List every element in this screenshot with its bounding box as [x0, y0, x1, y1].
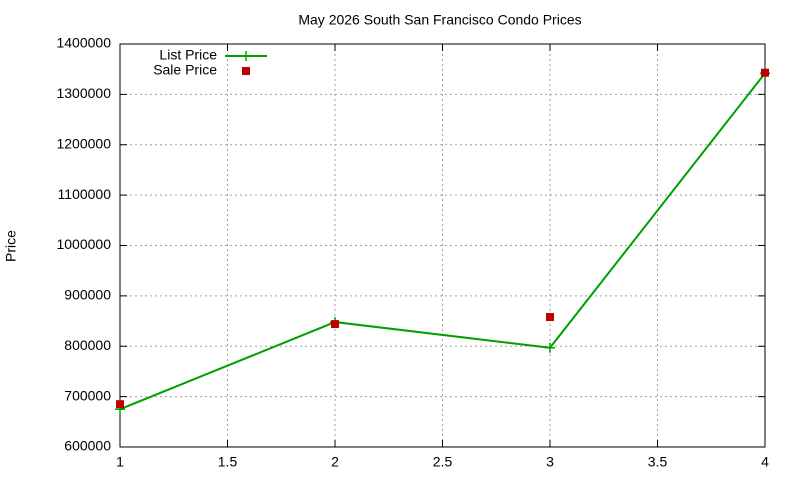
y-tick-label: 600000 [64, 438, 111, 454]
x-tick-label: 2 [331, 454, 339, 470]
y-tick-label: 1100000 [58, 186, 112, 202]
plot-frame [119, 43, 766, 448]
data-point [116, 400, 124, 409]
x-tick-label: 4 [761, 454, 769, 470]
legend-label: List Price [159, 47, 217, 63]
data-point [331, 320, 339, 329]
y-tick-label: 1400000 [56, 35, 111, 51]
x-tick-label: 1.5 [218, 454, 238, 470]
legend-marker [242, 67, 250, 75]
data-point [761, 68, 769, 77]
y-tick-label: 1200000 [56, 135, 111, 151]
chart-title: May 2026 South San Francisco Condo Price… [298, 12, 581, 28]
y-tick-label: 800000 [64, 337, 111, 353]
data-point [546, 313, 554, 322]
y-axis-label: Price [3, 230, 19, 262]
y-tick-label: 1300000 [56, 85, 111, 101]
y-tick-label: 1000000 [56, 236, 111, 252]
y-tick-label: 900000 [64, 287, 111, 303]
x-tick-label: 1 [116, 454, 124, 470]
x-tick-label: 3 [546, 454, 554, 470]
x-tick-label: 2.5 [433, 454, 453, 470]
x-tick-label: 3.5 [648, 454, 668, 470]
y-tick-label: 700000 [64, 387, 111, 403]
legend-marker [241, 51, 251, 61]
legend-label: Sale Price [153, 62, 217, 78]
data-point [545, 342, 555, 353]
series-line [119, 72, 766, 411]
